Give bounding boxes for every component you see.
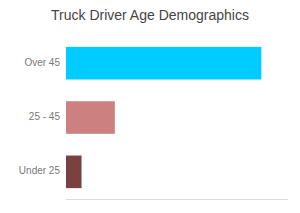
x-axis-line [66,199,288,200]
bars [66,47,261,188]
title: Truck Driver Age Demographics [51,7,249,23]
chart: Truck Driver Age Demographics Over 45 25 -… [0,0,300,213]
category-label: Under 25 [19,165,61,176]
category-label: 25 - 45 [29,111,61,122]
category-label: Over 45 [24,57,60,68]
bar [66,101,115,134]
bar [66,156,82,189]
bar [66,47,261,80]
